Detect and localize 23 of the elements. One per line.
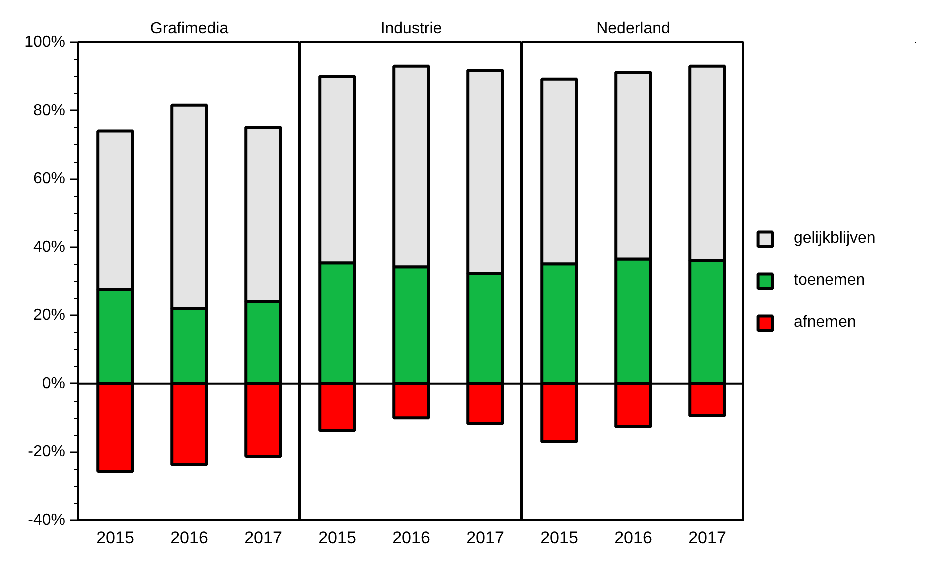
chart-title: Nederland xyxy=(596,20,670,38)
x-tick-label: 2016 xyxy=(392,528,430,548)
x-tick-label: 2015 xyxy=(540,528,578,548)
x-tick-label: 2016 xyxy=(170,528,208,548)
y-tick-label: -20% xyxy=(28,444,66,461)
y-tick-label: 100% xyxy=(24,34,66,51)
legend-label: afnemen xyxy=(794,314,856,332)
legend-label: toenemen xyxy=(794,272,866,290)
y-tick-label: 40% xyxy=(33,238,66,256)
y-tick-label: 20% xyxy=(33,307,66,324)
y-tick-label: -40% xyxy=(28,512,66,529)
y-tick-label: 0% xyxy=(42,375,66,392)
chart-title: Industrie xyxy=(380,20,442,38)
x-tick-label: 2016 xyxy=(614,528,652,548)
legend-label: gelijkblijven xyxy=(794,230,876,248)
x-tick-label: 2017 xyxy=(466,528,504,548)
x-tick-label: 2017 xyxy=(244,528,282,548)
x-tick-label: 2017 xyxy=(688,528,726,548)
x-tick-label: 2015 xyxy=(318,528,356,548)
chart-title: Grafimedia xyxy=(150,20,229,38)
x-tick-label: 2015 xyxy=(96,528,134,548)
y-tick-label: 80% xyxy=(33,102,66,120)
y-tick-label: 60% xyxy=(33,170,66,188)
